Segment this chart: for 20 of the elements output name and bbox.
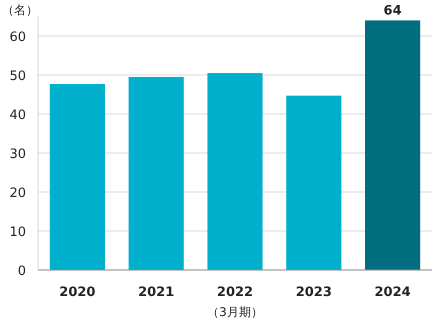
y-tick-label: 20	[9, 186, 26, 201]
y-axis-title: （名）	[2, 3, 38, 17]
y-tick-label: 60	[9, 30, 26, 45]
y-tick-label: 0	[18, 264, 26, 279]
x-tick-label: 2020	[59, 285, 96, 300]
y-tick-label: 10	[9, 225, 26, 240]
y-tick-label: 30	[9, 147, 26, 162]
x-tick-label: 2024	[374, 285, 411, 300]
bar	[365, 20, 420, 270]
x-tick-label: 2021	[138, 285, 174, 300]
bar	[286, 96, 342, 270]
bar	[128, 76, 184, 270]
y-tick-label: 50	[9, 69, 26, 84]
bar	[207, 73, 263, 270]
x-tick-label: 2022	[216, 285, 254, 300]
y-tick-label: 40	[9, 108, 26, 123]
x-axis-title: （3月期）	[207, 305, 263, 319]
data-label: 64	[384, 3, 402, 18]
x-tick-label: 2023	[296, 285, 332, 300]
bar	[50, 84, 105, 270]
